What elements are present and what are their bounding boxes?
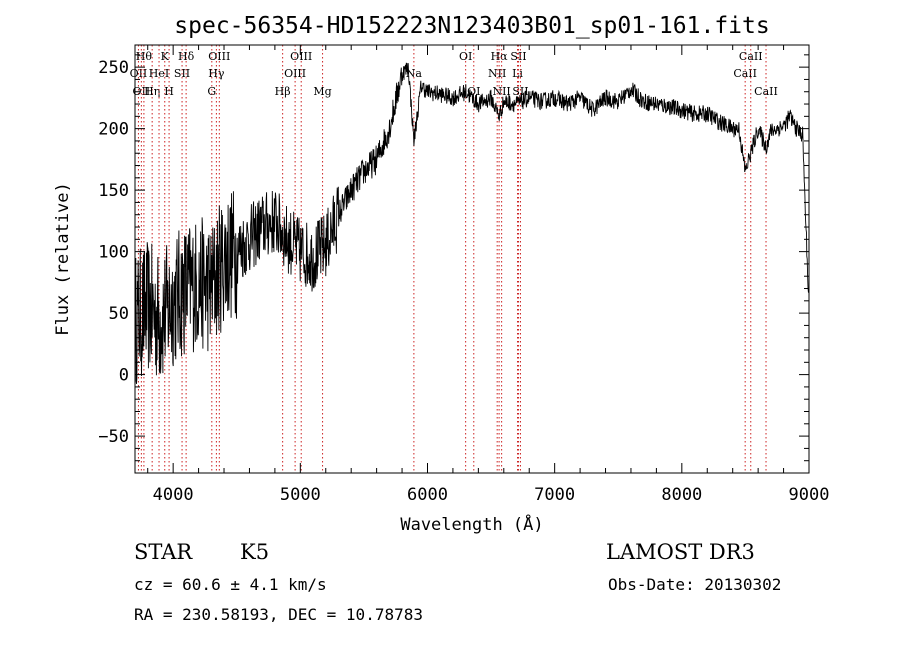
y-tick-label: −50 [98, 427, 129, 447]
spectral-line-label: Hγ [208, 67, 225, 80]
x-tick-label: 8000 [661, 485, 702, 505]
y-tick-label: 100 [98, 243, 129, 263]
x-tick-label: 9000 [789, 485, 830, 505]
chart-title: spec-56354-HD152223N123403B01_sp01-161.f… [174, 13, 769, 39]
coordinates-text: RA = 230.58193, DEC = 10.78783 [134, 605, 423, 624]
spectral-line-label: OIII [208, 50, 230, 63]
spectral-line-label: CaII [754, 85, 778, 98]
spectral-line-label: Mg [313, 85, 331, 98]
spectral-line-label: OII [132, 85, 150, 98]
spectral-line-label: OI [459, 50, 472, 63]
y-axis-label: Flux (relative) [53, 182, 73, 336]
x-tick-label: 6000 [407, 485, 448, 505]
x-tick-label: 4000 [153, 485, 194, 505]
redshift-text: cz = 60.6 ± 4.1 km/s [134, 575, 327, 594]
spectral-line-label: Hβ [275, 85, 291, 98]
spectral-line-label: Hη [144, 85, 160, 98]
object-subclass: K5 [240, 540, 270, 564]
y-tick-label: 250 [98, 58, 129, 78]
survey-label: LAMOST DR3 [606, 540, 755, 564]
spectral-line-label: OIII [284, 67, 306, 80]
spectral-line-label: K [161, 50, 170, 63]
y-tick-label: 200 [98, 120, 129, 140]
spectral-line-label: Hδ [178, 50, 195, 63]
x-tick-label: 7000 [534, 485, 575, 505]
spectrum-line [134, 62, 810, 384]
spectral-line-label: CaII [739, 50, 763, 63]
spectral-line-label: SII [510, 50, 526, 63]
spectral-line-label: OIII [290, 50, 312, 63]
spectral-line-label: OII [130, 67, 148, 80]
object-class: STAR [134, 540, 193, 564]
spectral-line-label: SII [174, 67, 190, 80]
spectral-line-label: CaII [733, 67, 757, 80]
spectral-line-label: HeI [149, 67, 169, 80]
spectral-line-label: G [207, 85, 216, 98]
spectral-line-label: Na [406, 67, 423, 80]
plot-frame [134, 44, 810, 474]
spectral-line-label: NII [488, 67, 506, 80]
y-tick-label: 150 [98, 181, 129, 201]
y-tick-label: 0 [119, 366, 129, 386]
spectral-line-label: Hα [491, 50, 509, 63]
obs-date-text: Obs-Date: 20130302 [608, 575, 782, 594]
spectral-line-label: Hθ [136, 50, 153, 63]
spectral-line-label: Li [512, 67, 523, 80]
y-tick-label: 50 [109, 304, 129, 324]
x-tick-label: 5000 [280, 485, 321, 505]
spectral-line-label: H [164, 85, 174, 98]
spectral-line-label: NII [492, 85, 510, 98]
x-axis-label: Wavelength (Å) [400, 513, 543, 535]
